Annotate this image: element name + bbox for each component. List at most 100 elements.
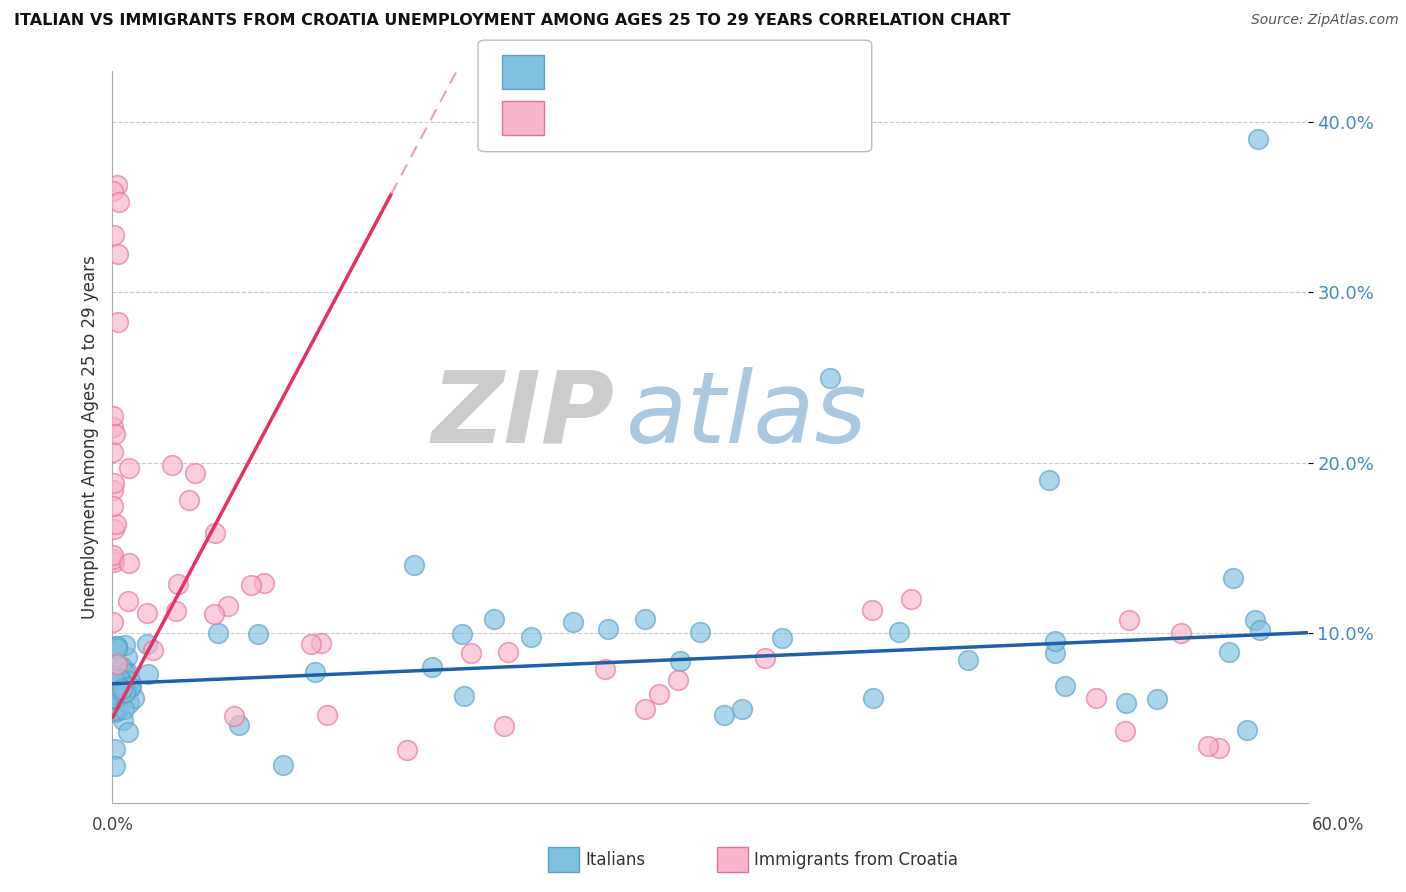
Point: [107, 672, 129, 686]
Point: [112, 713, 135, 727]
Point: [103, 522, 125, 536]
Point: [103, 687, 125, 701]
Point: [177, 493, 200, 508]
Point: [304, 665, 326, 679]
Point: [104, 516, 127, 531]
Point: [204, 525, 226, 540]
Point: [402, 558, 425, 573]
Point: [136, 637, 159, 651]
Point: [166, 604, 188, 618]
Text: ITALIAN VS IMMIGRANTS FROM CROATIA UNEMPLOYMENT AMONG AGES 25 TO 29 YEARS CORREL: ITALIAN VS IMMIGRANTS FROM CROATIA UNEMP…: [14, 13, 1011, 29]
Point: [1247, 132, 1270, 146]
Point: [103, 475, 125, 490]
Point: [104, 742, 127, 756]
Point: [105, 669, 128, 683]
Point: [114, 685, 136, 699]
Point: [118, 696, 141, 710]
Point: [253, 576, 276, 591]
Point: [104, 705, 127, 719]
Point: [105, 657, 128, 671]
Point: [118, 556, 141, 570]
Point: [108, 672, 131, 686]
Point: [107, 247, 129, 261]
Point: [1085, 691, 1108, 706]
Point: [1038, 473, 1060, 487]
Point: [105, 674, 128, 689]
Text: Italians: Italians: [585, 851, 645, 869]
Point: [666, 673, 689, 688]
Point: [1236, 723, 1258, 737]
Point: [111, 676, 134, 690]
Point: [1115, 696, 1137, 710]
Point: [114, 638, 136, 652]
Point: [136, 606, 159, 620]
Point: [1170, 626, 1192, 640]
Point: [114, 666, 136, 681]
Point: [114, 680, 136, 694]
Point: [818, 370, 841, 384]
Point: [299, 637, 322, 651]
Point: [115, 650, 138, 665]
Point: [207, 626, 229, 640]
Point: [482, 612, 505, 626]
Text: ZIP: ZIP: [432, 367, 614, 464]
Point: [105, 658, 128, 673]
Text: R = 0.172   N = 90: R = 0.172 N = 90: [555, 62, 755, 82]
Point: [104, 670, 127, 684]
Point: [496, 645, 519, 659]
Point: [634, 702, 657, 716]
Point: [1222, 571, 1244, 585]
Point: [420, 660, 443, 674]
Point: [104, 673, 127, 688]
Point: [887, 625, 910, 640]
Point: [561, 615, 583, 629]
Point: [117, 594, 139, 608]
Point: [117, 724, 139, 739]
Point: [107, 673, 129, 687]
Point: [202, 607, 225, 622]
Point: [956, 653, 979, 667]
Point: [648, 687, 671, 701]
Point: [120, 681, 142, 695]
Point: [183, 466, 205, 480]
Point: [101, 500, 124, 514]
Point: [453, 689, 475, 703]
Point: [217, 599, 239, 613]
Point: [101, 683, 124, 698]
Point: [104, 673, 127, 688]
Point: [103, 556, 125, 570]
Point: [115, 665, 138, 679]
Point: [110, 686, 132, 700]
Text: Source: ZipAtlas.com: Source: ZipAtlas.com: [1251, 13, 1399, 28]
Point: [107, 195, 129, 210]
Point: [713, 707, 735, 722]
Point: [598, 622, 620, 636]
Point: [103, 669, 125, 683]
Point: [222, 709, 245, 723]
Point: [118, 674, 141, 689]
Point: [104, 679, 127, 693]
Point: [1053, 679, 1076, 693]
Point: [101, 549, 124, 563]
Point: [101, 184, 124, 198]
Point: [166, 577, 188, 591]
Point: [105, 640, 128, 654]
Point: [112, 701, 135, 715]
Point: [862, 690, 884, 705]
Point: [111, 674, 134, 689]
Point: [104, 759, 127, 773]
Point: [103, 704, 125, 718]
Point: [1218, 644, 1240, 658]
Point: [103, 615, 125, 629]
Point: [111, 686, 134, 700]
Point: [103, 672, 125, 686]
Point: [520, 631, 543, 645]
Point: [101, 419, 124, 434]
Point: [754, 651, 776, 665]
Point: [117, 461, 139, 475]
Point: [103, 677, 125, 691]
Point: [1249, 623, 1271, 637]
Point: [104, 682, 127, 697]
Point: [136, 666, 159, 681]
Point: [1045, 646, 1067, 660]
